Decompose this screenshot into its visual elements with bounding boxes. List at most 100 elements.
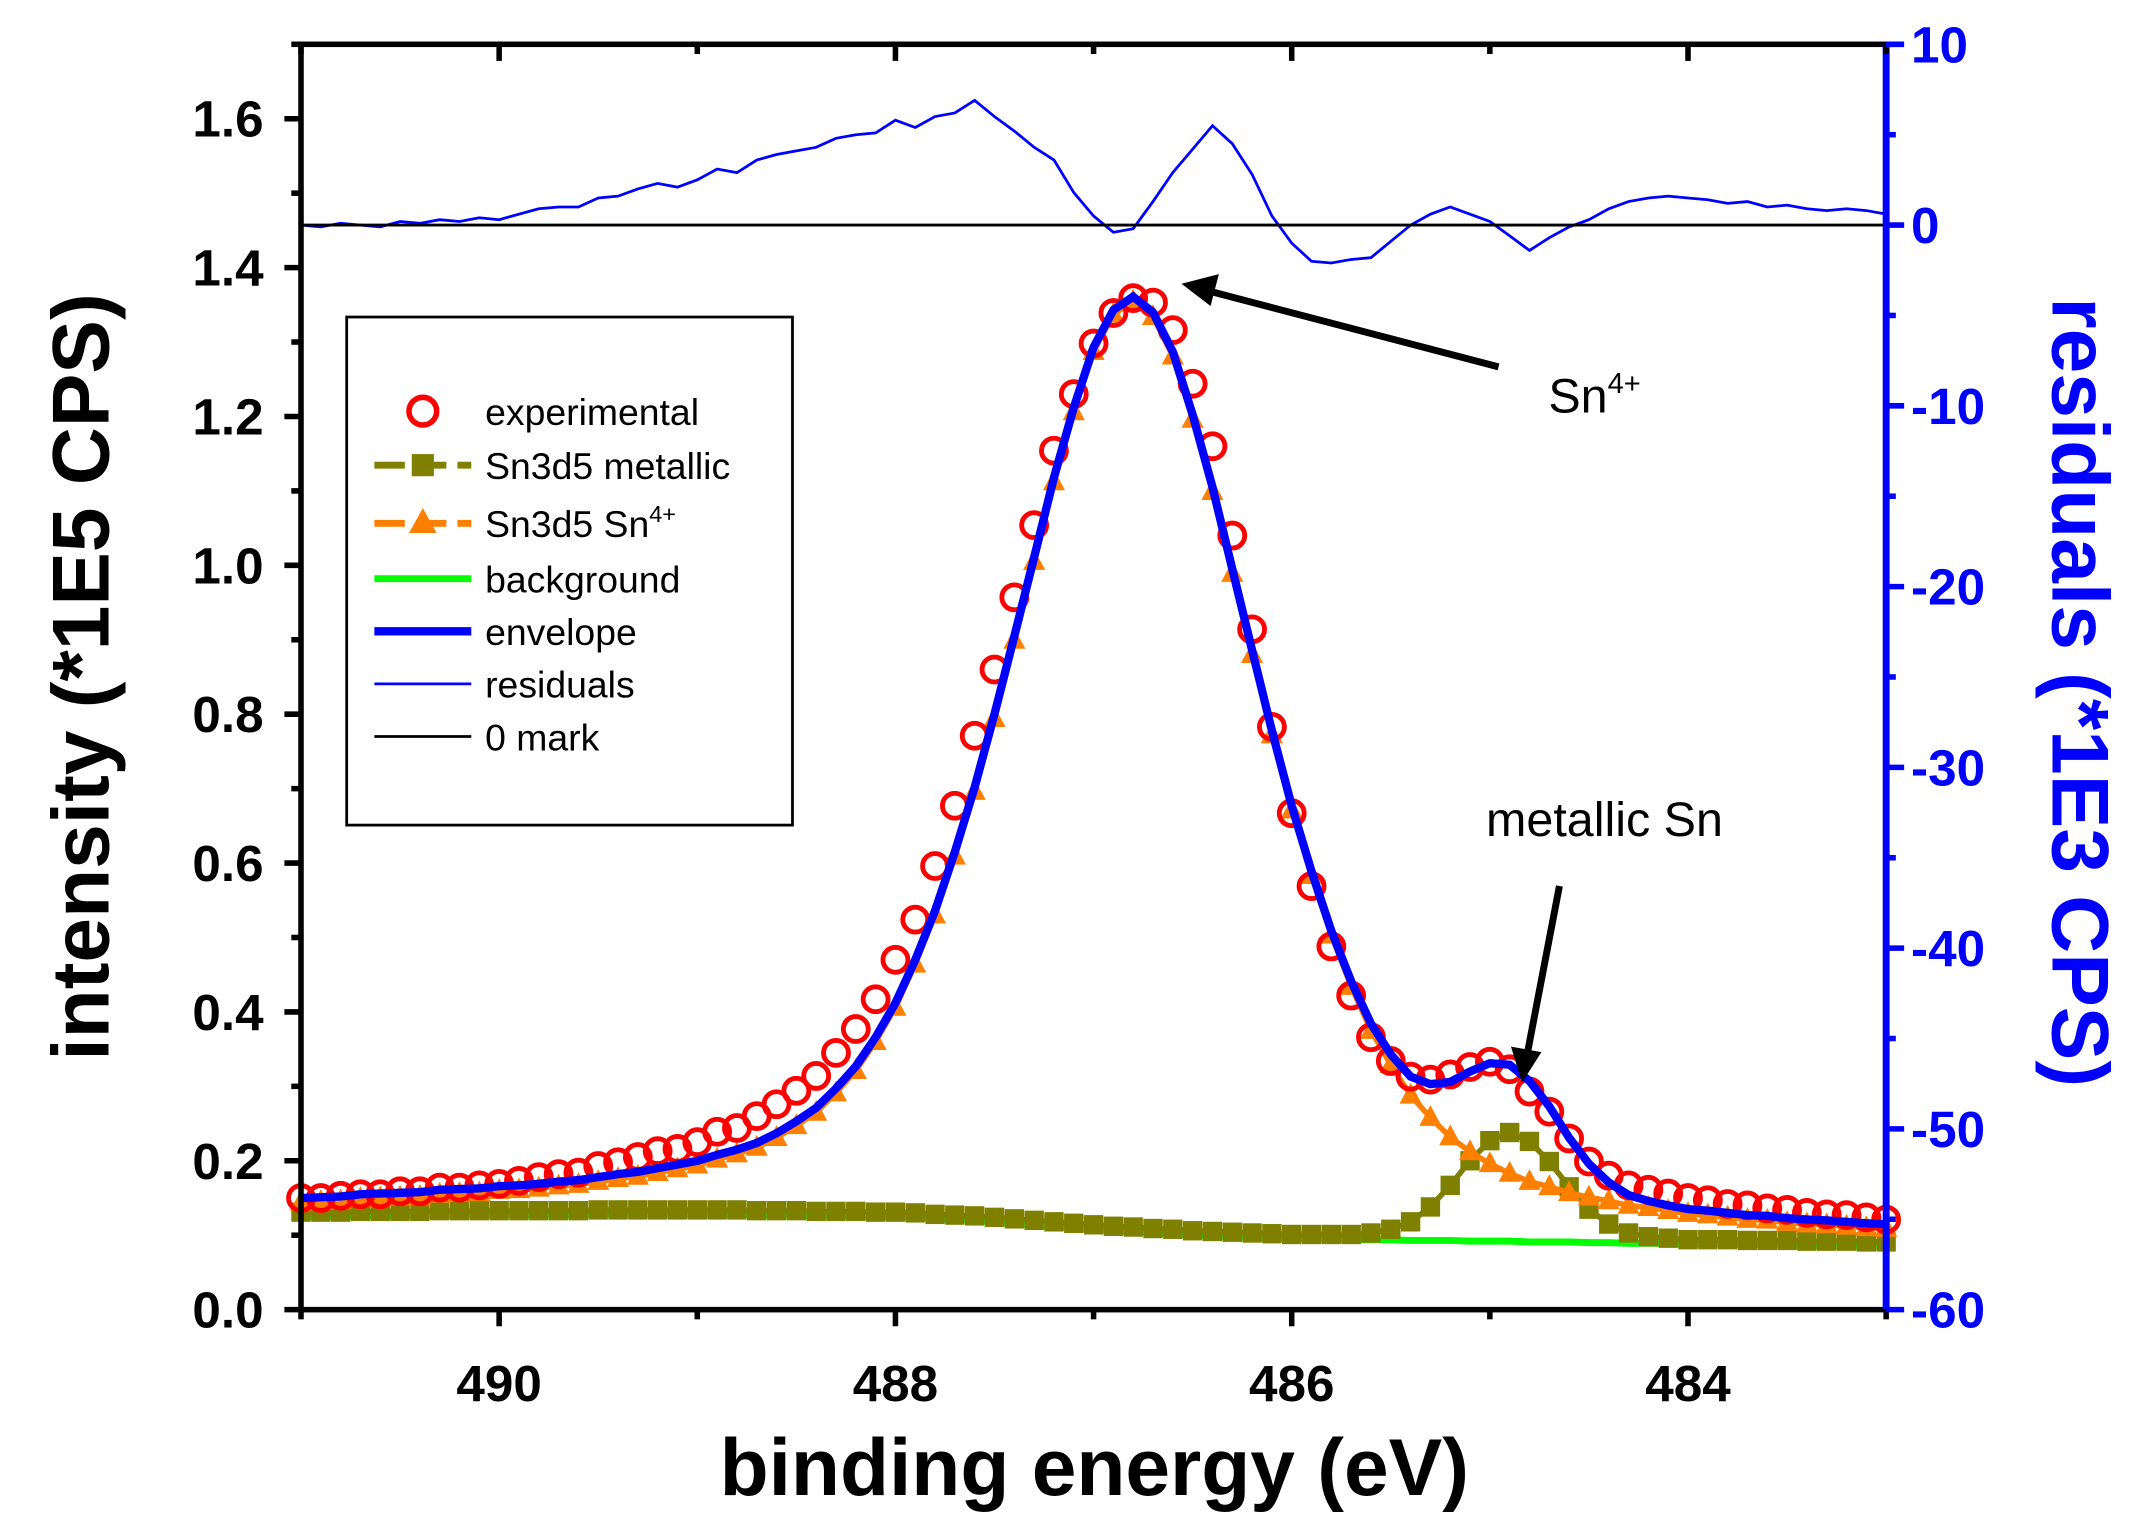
experimental-point xyxy=(1118,283,1149,313)
sn3d5-metallic-point xyxy=(608,1200,628,1220)
experimental-point xyxy=(821,1037,851,1068)
sn3d5-metallic-point xyxy=(826,1201,846,1222)
y-tick-label: 1.2 xyxy=(192,388,263,445)
sn3d5-metallic-point xyxy=(1539,1151,1559,1172)
sn3d5-metallic-point xyxy=(1123,1217,1143,1237)
x-tick-label: 486 xyxy=(1249,1355,1334,1412)
sn3d5-metallic-point xyxy=(747,1200,767,1221)
sn3d5-metallic-point xyxy=(984,1207,1005,1228)
legend-label-text: residuals xyxy=(485,664,635,706)
sn3d5-metallic-point xyxy=(390,1201,410,1222)
legend-label: Sn3d5 metallic xyxy=(485,445,730,487)
sn3d5-metallic-point xyxy=(964,1206,985,1226)
legend-label: background xyxy=(485,559,680,601)
experimental-point xyxy=(840,1014,871,1044)
sn3d5-metallic-point xyxy=(1817,1231,1837,1251)
experimental-point xyxy=(642,1136,673,1166)
y-axis-title: intensity (*1E5 CPS) xyxy=(37,293,127,1060)
sn3d5-metallic-point xyxy=(1480,1130,1500,1151)
experimental-point xyxy=(523,1162,554,1193)
sn3d5-metallic-point xyxy=(1361,1223,1381,1243)
residuals-line xyxy=(300,98,1887,265)
sn3d5-metallic-point xyxy=(1737,1230,1758,1251)
legend-item: residuals xyxy=(374,664,635,706)
legend-item: experimental xyxy=(406,391,699,433)
legend: experimental Sn3d5 metallic Sn3d5 Sn4+ back… xyxy=(345,315,794,827)
sn3d5-sn4-point xyxy=(1439,1124,1462,1146)
legend-item: envelope xyxy=(374,611,637,653)
y-tick-label: 1.4 xyxy=(192,240,264,297)
sn3d5-metallic-point xyxy=(945,1205,965,1225)
x-tick-label: 490 xyxy=(456,1355,541,1412)
experimental-point xyxy=(1792,1198,1822,1228)
sn3d5-metallic-point xyxy=(846,1201,866,1222)
y-tick-label: 0.8 xyxy=(192,686,263,743)
envelope-line xyxy=(300,291,1887,1229)
sn3d5-sn4-point xyxy=(1538,1174,1561,1196)
legend-item: Sn3d5 metallic xyxy=(374,445,730,487)
legend-square-icon xyxy=(411,454,434,477)
sn3d5-metallic-point xyxy=(1717,1229,1738,1250)
experimental-point xyxy=(543,1159,574,1190)
arrowhead-sn4 xyxy=(1181,274,1219,306)
sn3d5-metallic-point xyxy=(1618,1223,1639,1243)
sn3d5-sn4-point xyxy=(1577,1184,1601,1206)
plot-area xyxy=(286,98,1902,1252)
experimental-point xyxy=(1752,1193,1783,1224)
experimental-point xyxy=(1851,1202,1882,1233)
sn3d5-metallic-point xyxy=(925,1204,945,1225)
sn3d5-metallic-point xyxy=(1499,1122,1520,1143)
legend-label-sup: 4+ xyxy=(649,501,676,527)
sn3d5-sn4-point xyxy=(1518,1169,1541,1190)
sn3d5-metallic-point xyxy=(509,1200,529,1221)
sn3d5-metallic-point xyxy=(766,1200,787,1221)
y-tick-label: 0.4 xyxy=(192,984,264,1041)
y-tick-label: 1.0 xyxy=(192,537,263,594)
annotation-sn4: Sn4+ xyxy=(1181,274,1641,424)
experimental-point xyxy=(801,1061,832,1091)
legend-box xyxy=(345,315,794,827)
sn3d5-sn4-point xyxy=(1597,1188,1620,1210)
sn3d5-sn4-point xyxy=(1478,1151,1501,1173)
experimental-point xyxy=(1811,1199,1842,1230)
annotation-sn4-label: Sn4+ xyxy=(1548,368,1640,423)
sn3d5-metallic-point xyxy=(1004,1209,1025,1229)
sn3d5-metallic-point xyxy=(1797,1231,1817,1251)
legend-item: background xyxy=(374,559,680,601)
legend-label: Sn3d5 Sn4+ xyxy=(485,501,676,545)
sn3d5-metallic-point xyxy=(1440,1175,1460,1196)
legend-item: Sn3d5 Sn4+ xyxy=(374,501,676,545)
arrow-metallic xyxy=(1524,885,1563,1053)
sn3d5-metallic-point xyxy=(1519,1131,1540,1152)
experimental-point xyxy=(1574,1146,1604,1177)
y-tick-label: 1.6 xyxy=(192,91,263,148)
legend-label-text: 0 mark xyxy=(485,716,599,758)
sn3d5-metallic-point xyxy=(1757,1230,1777,1251)
y-right-axis-title: residuals (*1E3 CPS) xyxy=(2034,297,2124,1087)
legend-label-text: Sn3d5 Sn xyxy=(485,503,649,545)
sn3d5-metallic-point xyxy=(1836,1231,1857,1251)
sn3d5-metallic-point xyxy=(1658,1228,1678,1248)
x-tick-label: 488 xyxy=(853,1355,938,1412)
sn3d5-metallic-point xyxy=(667,1200,688,1220)
sn3d5-metallic-point xyxy=(1163,1219,1183,1239)
sn3d5-metallic-point xyxy=(865,1202,886,1222)
y-tick-label: 0.6 xyxy=(192,835,263,892)
legend-label: experimental xyxy=(485,391,699,433)
sn3d5-metallic-point xyxy=(1282,1224,1302,1245)
y-right-tick-label: -50 xyxy=(1911,1101,1985,1158)
sn3d5-sn4-point xyxy=(1558,1180,1581,1202)
y-right-tick-label: -40 xyxy=(1911,920,1985,977)
sn3d5-metallic-point xyxy=(1143,1218,1163,1239)
sn3d5-metallic-point xyxy=(1599,1214,1619,1234)
sn3d5-metallic-point xyxy=(430,1200,450,1221)
legend-triangle-icon xyxy=(408,508,437,533)
experimental-point xyxy=(1395,1061,1426,1092)
experimental-point xyxy=(860,984,891,1015)
experimental-point xyxy=(1019,510,1050,541)
sn3d5-metallic-point xyxy=(1420,1197,1441,1217)
legend-item: 0 mark xyxy=(374,716,600,758)
sn3d5-metallic-point xyxy=(1301,1224,1322,1245)
sn3d5-metallic-point xyxy=(1182,1221,1203,1241)
sn3d5-metallic-point xyxy=(647,1200,668,1220)
